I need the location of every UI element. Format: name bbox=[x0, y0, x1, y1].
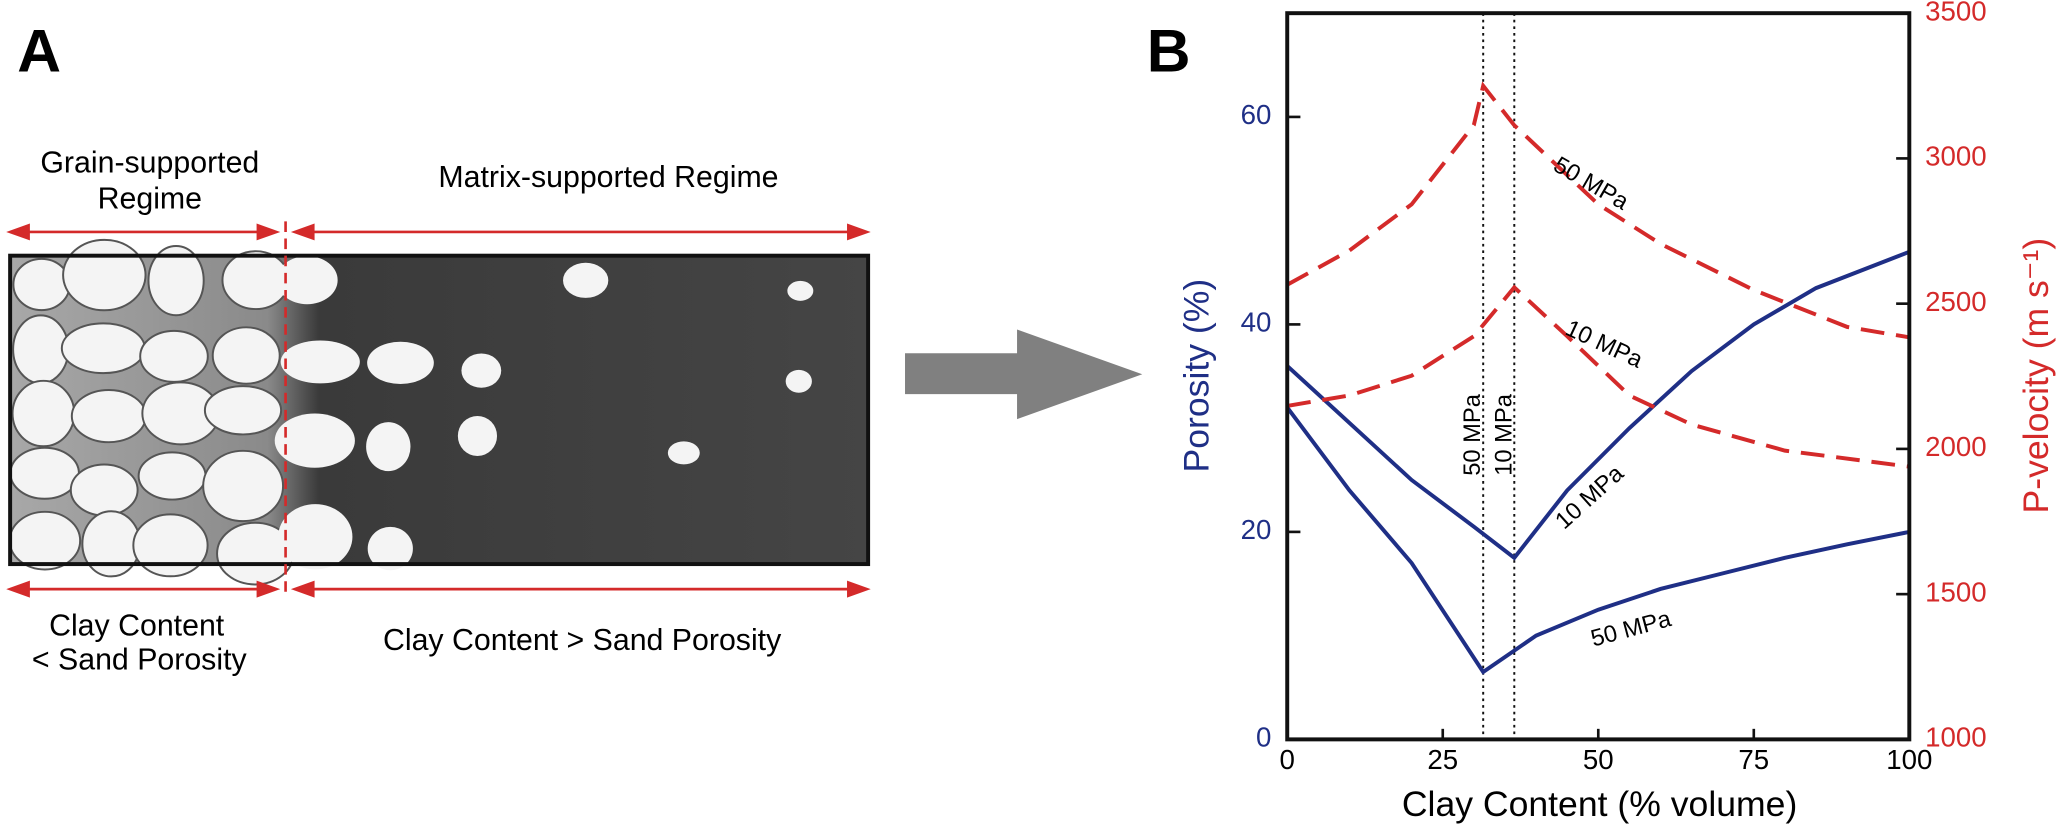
grain bbox=[11, 379, 76, 448]
grain bbox=[280, 340, 360, 384]
grain bbox=[69, 463, 139, 517]
grain bbox=[367, 526, 413, 571]
region-label: < Sand Porosity bbox=[32, 644, 248, 677]
grain bbox=[147, 244, 205, 317]
series-line bbox=[1286, 284, 1910, 469]
y2-tick-label: 3000 bbox=[1925, 141, 1987, 172]
y-axis-label: Porosity (%) bbox=[1176, 279, 1216, 473]
x-tick-label: 0 bbox=[1280, 744, 1295, 775]
y2-tick-label: 1500 bbox=[1925, 576, 1987, 607]
x-tick-label: 25 bbox=[1427, 744, 1458, 775]
grain bbox=[8, 510, 82, 571]
x-tick-label: 50 bbox=[1583, 744, 1614, 775]
grain bbox=[202, 449, 285, 523]
y2-tick-label: 1000 bbox=[1925, 722, 1987, 753]
panel-label: B bbox=[1147, 16, 1191, 84]
grain bbox=[667, 441, 700, 465]
grain bbox=[787, 280, 814, 301]
y2-axis-label: P-velocity (m s⁻¹) bbox=[2016, 238, 2056, 514]
regime-arrows bbox=[6, 223, 871, 598]
transition-arrow bbox=[905, 329, 1143, 420]
grain bbox=[70, 388, 147, 444]
y-tick-label: 20 bbox=[1241, 514, 1272, 545]
grain bbox=[203, 385, 283, 436]
region-label: Regime bbox=[98, 182, 202, 215]
series-line bbox=[1285, 249, 1911, 561]
region-label: Clay Content > Sand Porosity bbox=[383, 624, 782, 657]
x-tick-label: 100 bbox=[1886, 744, 1932, 775]
y2-tick-label: 2000 bbox=[1925, 431, 1987, 462]
region-label: Matrix-supported Regime bbox=[438, 161, 778, 194]
series-label: 50 MPa bbox=[1588, 606, 1674, 652]
series-line bbox=[1286, 81, 1910, 340]
y-tick-label: 0 bbox=[1256, 722, 1271, 753]
grain bbox=[276, 256, 338, 305]
grain bbox=[9, 446, 80, 500]
series-label: 50 MPa bbox=[1549, 152, 1633, 216]
region-label: Grain-supported bbox=[40, 147, 259, 180]
reference-label: 50 MPa bbox=[1460, 393, 1486, 476]
y-tick-label: 60 bbox=[1241, 99, 1272, 130]
grain bbox=[278, 504, 353, 570]
grain bbox=[457, 415, 498, 456]
grain bbox=[62, 238, 147, 312]
grain bbox=[563, 262, 609, 298]
y2-tick-label: 2500 bbox=[1925, 286, 1987, 317]
grain bbox=[137, 451, 207, 501]
grain-image bbox=[8, 238, 869, 586]
plot-frame bbox=[1285, 11, 1912, 742]
series-label: 10 MPa bbox=[1561, 316, 1647, 374]
region-label: Clay Content bbox=[49, 609, 225, 642]
y-tick-label: 40 bbox=[1241, 307, 1272, 338]
grain bbox=[12, 314, 70, 385]
panel-label: A bbox=[17, 16, 61, 84]
grain bbox=[139, 329, 209, 383]
grain bbox=[12, 257, 71, 312]
grain bbox=[366, 422, 411, 472]
grain bbox=[367, 341, 434, 385]
grain bbox=[461, 353, 502, 388]
grain bbox=[274, 413, 355, 468]
x-tick-label: 75 bbox=[1738, 744, 1769, 775]
y2-tick-label: 3500 bbox=[1925, 0, 1987, 26]
grain bbox=[785, 369, 812, 393]
series-line bbox=[1285, 406, 1910, 675]
x-axis-label: Clay Content (% volume) bbox=[1402, 784, 1797, 824]
grain bbox=[81, 510, 141, 578]
grain bbox=[60, 322, 146, 375]
reference-label: 10 MPa bbox=[1491, 393, 1517, 476]
grain bbox=[211, 326, 281, 385]
grain bbox=[132, 513, 209, 578]
image-frame bbox=[8, 253, 871, 567]
